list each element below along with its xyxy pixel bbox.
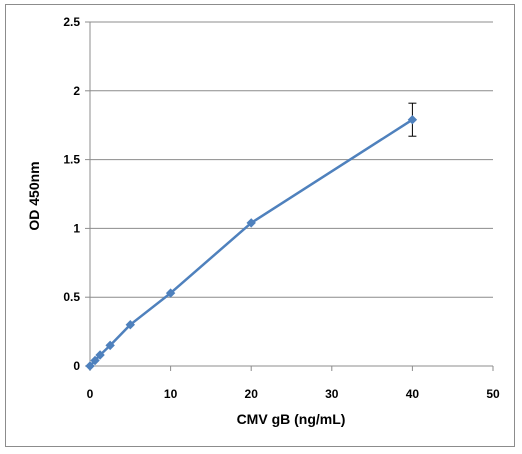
data-point [85,361,95,371]
axes [85,21,494,371]
x-tick-label: 50 [486,387,500,401]
y-axis-title: OD 450nm [26,161,42,230]
x-axis-title: CMV gB (ng/mL) [237,411,346,427]
y-tick-label: 1.5 [63,153,80,167]
x-tick-label: 30 [325,387,339,401]
data-point [407,114,418,125]
data-point [105,340,115,351]
y-tick-label: 2.5 [63,15,80,29]
data-point [90,355,100,366]
x-tick-labels: 0 10 20 30 40 50 [87,387,500,401]
y-tick-label: 1 [73,221,80,235]
data-point [125,320,136,330]
gridlines [90,21,493,298]
data-point [95,350,105,360]
y-tick-label: 2 [73,84,80,98]
y-tick-label: 0.5 [63,290,80,304]
y-tick-label: 0 [73,359,80,373]
x-tick-label: 40 [406,387,420,401]
y-tick-labels: 0 0.5 1 1.5 2 2.5 [63,15,80,373]
series-line [89,118,414,367]
x-tick-label: 10 [164,387,178,401]
x-tick-label: 20 [245,387,259,401]
data-series [85,102,418,371]
x-tick-label: 0 [87,387,94,401]
data-point [246,218,256,228]
data-point [165,288,176,298]
